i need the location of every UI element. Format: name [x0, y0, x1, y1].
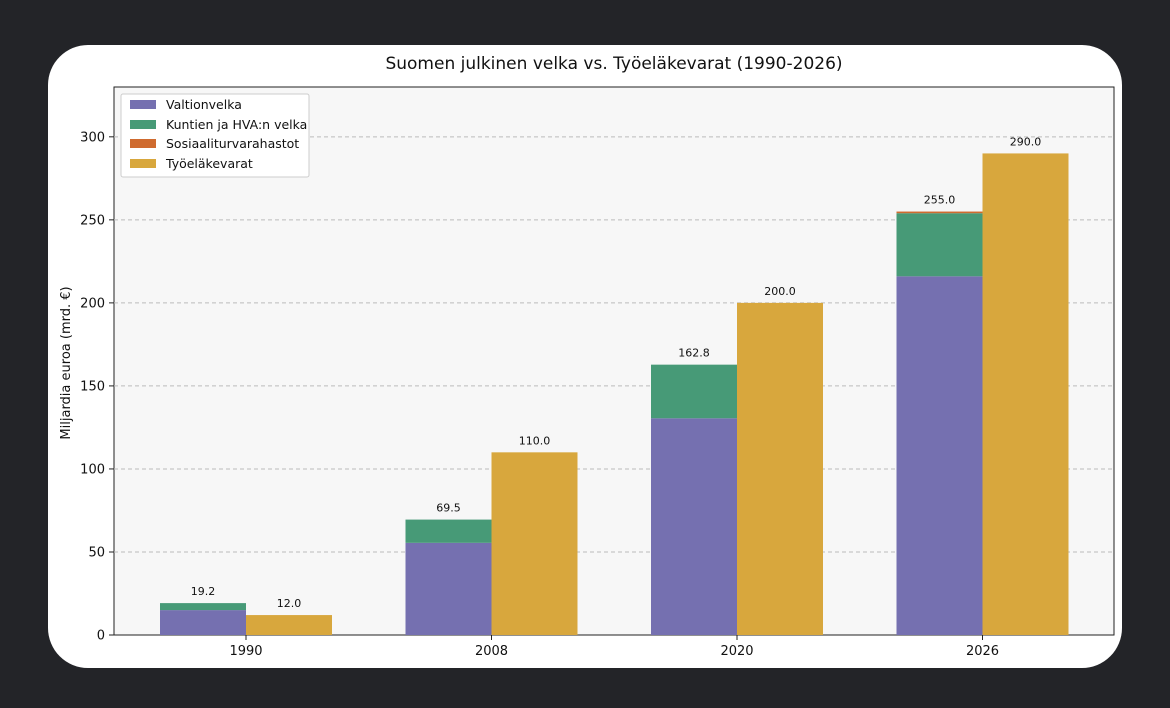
data-label-total: 255.0	[924, 194, 956, 207]
bar-segment	[896, 211, 983, 214]
bar-tyoelakevarat	[491, 452, 578, 635]
y-tick-label: 250	[80, 213, 105, 228]
x-tick-label: 2026	[966, 644, 999, 659]
data-labels: 19.2 12.0 69.5 110.0 162.8 200.0 255.0 290.0	[191, 135, 1042, 610]
legend-label-sosiaaliturva: Sosiaaliturvarahastot	[166, 136, 299, 151]
data-label-tyoelakevarat: 200.0	[764, 285, 796, 298]
data-label-total: 162.8	[678, 347, 710, 360]
bar-tyoelakevarat	[737, 302, 823, 635]
legend: Valtionvelka Kuntien ja HVA:n velka Sosi…	[120, 93, 310, 178]
x-tick-label: 2008	[475, 644, 508, 659]
bar-tyoelakevarat	[246, 615, 332, 635]
legend-swatch-sosiaaliturva	[130, 139, 156, 148]
legend-swatch-kuntien	[130, 120, 156, 129]
chart-card: 19.2 12.0 69.5 110.0 162.8 200.0 255.0 290.0 0 5…	[48, 45, 1122, 668]
data-label-total: 19.2	[191, 585, 216, 598]
bar-tyoelakevarat	[982, 153, 1069, 635]
bar-segment	[405, 542, 492, 635]
bar-segment	[896, 213, 983, 277]
legend-swatch-tyoelake	[130, 159, 156, 168]
legend-label-kuntien: Kuntien ja HVA:n velka	[166, 117, 307, 132]
data-label-tyoelakevarat: 290.0	[1010, 135, 1042, 148]
chart-title: Suomen julkinen velka vs. Työeläkevarat …	[385, 54, 842, 74]
y-tick-label: 200	[80, 296, 105, 311]
axes: 0 50 100 150 200 250 300 1990 2008 2020 2026	[80, 130, 999, 659]
data-label-tyoelakevarat: 12.0	[277, 597, 302, 610]
y-tick-label: 0	[97, 629, 105, 644]
y-tick-label: 300	[80, 130, 105, 145]
chart-svg: 19.2 12.0 69.5 110.0 162.8 200.0 255.0 290.0 0 5…	[59, 54, 1115, 659]
bar-segment	[405, 519, 492, 543]
data-label-total: 69.5	[436, 502, 461, 515]
bar-segment	[160, 610, 246, 635]
bar-segment	[160, 603, 246, 611]
bar-segment	[651, 364, 737, 419]
bars	[160, 153, 1069, 635]
data-label-tyoelakevarat: 110.0	[519, 434, 551, 447]
legend-label-valtionvelka: Valtionvelka	[166, 97, 242, 112]
y-tick-label: 50	[88, 545, 105, 560]
x-tick-label: 2020	[720, 644, 753, 659]
y-tick-label: 100	[80, 462, 105, 477]
x-tick-label: 1990	[229, 644, 262, 659]
bar-segment	[651, 418, 737, 635]
y-tick-label: 150	[80, 379, 105, 394]
legend-box	[120, 93, 310, 178]
legend-swatch-valtionvelka	[130, 100, 156, 109]
y-axis-label: Miljardia euroa (mrd. €)	[59, 286, 74, 439]
legend-label-tyoelake: Työeläkevarat	[165, 156, 253, 171]
bar-segment	[896, 276, 983, 635]
